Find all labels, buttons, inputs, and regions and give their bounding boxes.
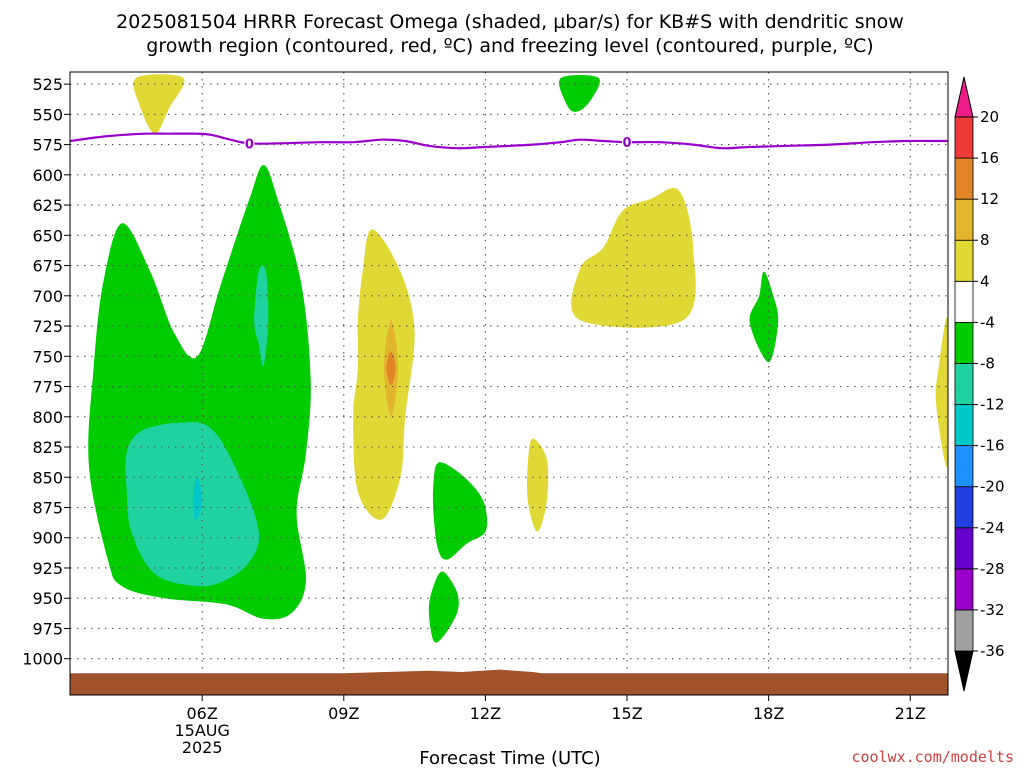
y-tick-label: 975 [32,619,63,638]
y-tick-label: 875 [32,498,63,517]
y-tick-label: 925 [32,559,63,578]
site-credit: coolwx.com/modelts [851,748,1014,766]
colorbar-swatch [954,321,974,364]
x-tick-label: 12Z [470,704,501,723]
y-tick-label: 900 [32,529,63,548]
x-tick-label: 09Z [328,704,359,723]
omega-region-0 [133,74,185,134]
omega-region-11 [526,438,549,532]
terrain-ground [70,669,948,695]
freezing-level-line [69,132,948,150]
colorbar-label: -12 [980,396,1005,414]
colorbar-swatch [954,363,974,405]
y-tick-label: 850 [32,468,63,487]
omega-region-4 [192,476,203,521]
colorbar-label: -4 [980,313,995,331]
colorbar-label: 8 [980,231,990,249]
colorbar-swatch [954,239,974,282]
omega-region-13 [749,271,779,363]
y-tick-label: 700 [32,287,63,306]
omega-region-14 [935,317,948,468]
colorbar-swatch [954,198,974,241]
colorbar-bottom-arrow [954,650,974,692]
colorbar-label: 4 [980,272,990,290]
colorbar-label: -8 [980,354,995,372]
colorbar-label: -16 [980,437,1005,455]
y-tick-label: 800 [32,408,63,427]
plot-frame [69,71,949,696]
y-tick-label: 625 [32,196,63,215]
chart-title-line-1: 2025081504 HRRR Forecast Omega (shaded, … [116,11,904,33]
colorbar-label: 16 [980,149,999,167]
colorbar-label: -20 [980,478,1005,496]
omega-colorbar: -36 -32 -28 -24 -20 -16 -12 -8 -4 4 8 12 16 20 [954,76,1005,692]
y-tick-label: 525 [32,75,63,94]
colorbar-label: -28 [980,560,1005,578]
colorbar-swatch [954,280,974,323]
colorbar-label: 20 [980,108,999,126]
colorbar-top-arrow [954,76,974,118]
colorbar-swatch [954,116,974,159]
colorbar-label: -36 [980,642,1005,660]
y-tick-label: 725 [32,317,63,336]
omega-region-10 [428,571,459,643]
y-tick-label: 775 [32,378,63,397]
y-tick-label: 650 [32,226,63,245]
y-tick-label: 825 [32,438,63,457]
x-tick-label: 15Z [611,704,642,723]
x-tick-year: 2025 [182,738,223,757]
x-tick-label: 18Z [753,704,784,723]
freezing-level-label: 0 [245,137,254,152]
x-tick-label: 06Z [187,704,218,723]
y-tick-label: 550 [32,105,63,124]
colorbar-label: -32 [980,601,1005,619]
y-axis-pressure-ticks: 525 550 575 600 625 650 675 700 725 750 775 800 825 8… [22,75,70,669]
chart-title-line-2: growth region (contoured, red, ºC) and f… [146,35,873,57]
x-axis-label: Forecast Time (UTC) [419,748,600,768]
colorbar-swatch [954,486,974,529]
terrain-fill [70,669,948,695]
freezing-label-bg-1 [622,135,633,149]
omega-region-9 [432,462,488,560]
colorbar-swatch [954,157,974,200]
colorbar-swatch [954,445,974,488]
y-tick-label: 750 [32,347,63,366]
x-tick-label: 21Z [895,704,926,723]
y-tick-label: 575 [32,136,63,155]
gridlines [70,72,948,695]
colorbar-swatch [954,568,974,611]
omega-region-1 [558,75,600,112]
omega-region-12 [571,187,696,328]
colorbar-swatch [954,527,974,570]
omega-region-3 [125,422,260,587]
colorbar-swatch [954,609,974,652]
freezing-level-label: 0 [622,136,631,151]
colorbar-label: -24 [980,519,1005,537]
colorbar-swatch [954,404,974,447]
y-tick-label: 675 [32,257,63,276]
y-tick-label: 950 [32,589,63,608]
x-tick-date: 15AUG [174,721,229,740]
y-tick-label: 600 [32,166,63,185]
omega-region-8 [386,351,396,386]
freezing-label-bg-0 [244,136,255,150]
y-tick-label: 1000 [22,650,63,669]
omega-region-5 [254,265,269,367]
colorbar-label: 12 [980,190,999,208]
